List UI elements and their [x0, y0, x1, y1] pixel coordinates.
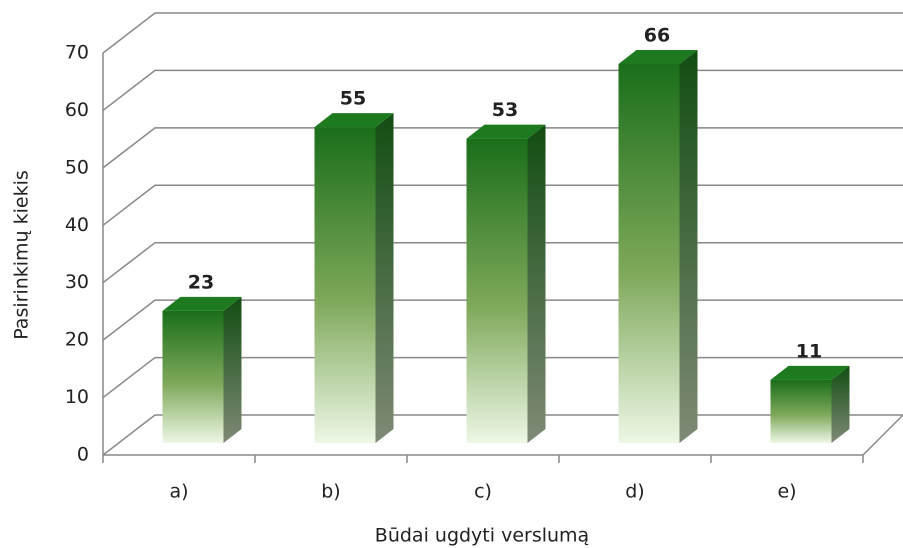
y-axis-label: Pasirinkimų kiekis — [11, 170, 33, 340]
bar — [314, 113, 394, 444]
y-tick-label: 60 — [65, 99, 89, 121]
y-tick-label: 20 — [65, 329, 89, 351]
bar — [618, 49, 698, 443]
y-tick-label: 50 — [65, 156, 89, 178]
value-label: 23 — [188, 271, 214, 293]
value-label: 53 — [492, 99, 518, 121]
x-tick-label: c) — [474, 481, 492, 503]
grid-line — [102, 12, 903, 54]
y-tick-label: 40 — [65, 214, 89, 236]
x-tick-label: d) — [625, 481, 644, 503]
value-label: 55 — [340, 88, 366, 110]
y-tick-label: 30 — [65, 271, 89, 293]
y-tick-label: 70 — [65, 42, 89, 64]
bar — [162, 296, 242, 443]
x-tick-label: e) — [777, 481, 796, 503]
bar — [466, 124, 546, 443]
x-tick-label: a) — [169, 481, 188, 503]
y-tick-label: 10 — [65, 386, 89, 408]
value-label: 11 — [796, 340, 822, 362]
x-tick-label: b) — [321, 481, 340, 503]
x-axis-label: Būdai ugdyti verslumą — [375, 525, 589, 547]
bar — [770, 365, 850, 443]
value-label: 66 — [644, 24, 670, 46]
y-tick-label: 0 — [77, 444, 89, 466]
